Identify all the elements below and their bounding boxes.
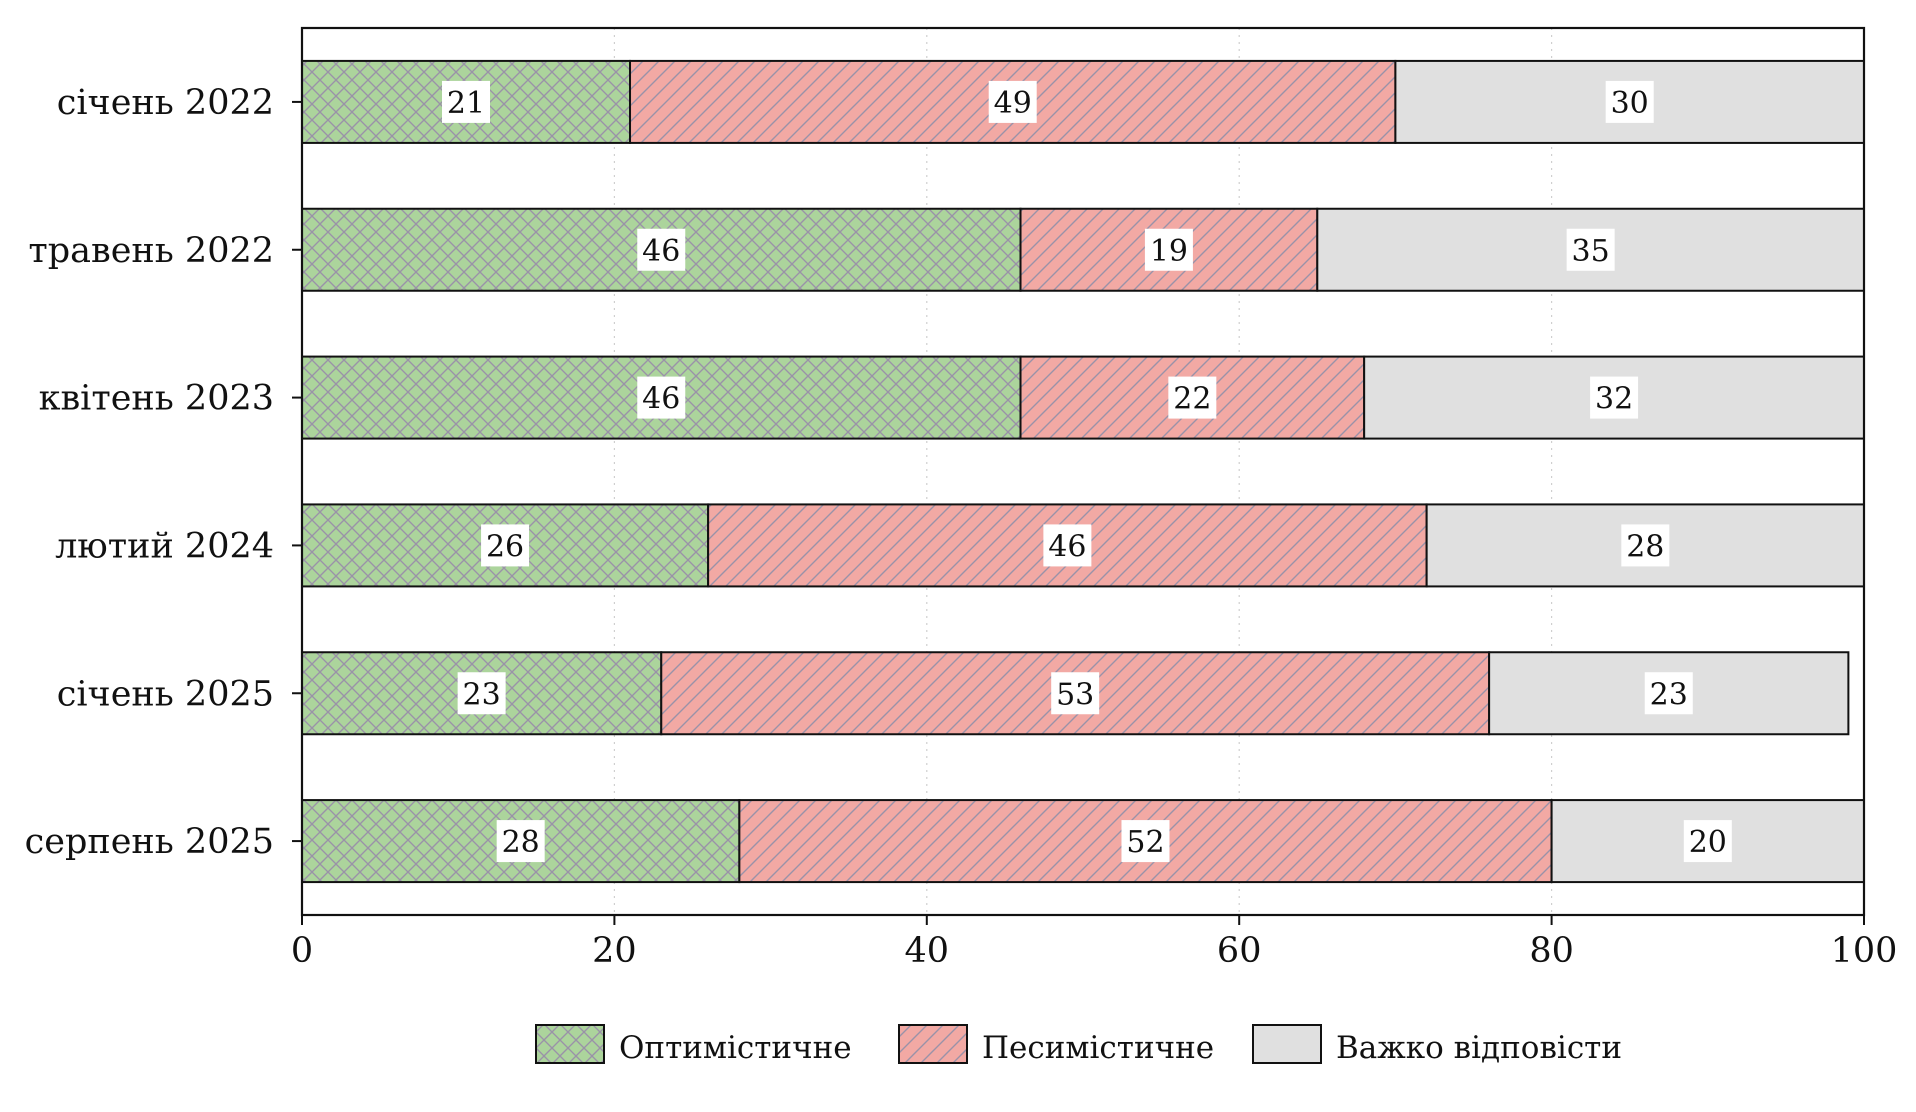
x-tick-label: 60 <box>1217 931 1262 971</box>
data-label-box <box>1644 672 1693 715</box>
grid-lines <box>613 28 1553 915</box>
y-tick-label: травень 2022 <box>28 231 274 271</box>
data-label-box <box>1144 228 1193 271</box>
data-label: 53 <box>1056 677 1094 712</box>
data-label-box <box>988 80 1037 123</box>
legend-label: Оптимістичне <box>619 1030 852 1066</box>
data-label: 21 <box>447 86 485 121</box>
data-label-box <box>1051 672 1100 715</box>
data-label: 23 <box>1650 677 1688 712</box>
data-label: 46 <box>642 382 680 417</box>
data-label-box <box>481 524 530 567</box>
data-label: 19 <box>1150 234 1188 269</box>
data-label: 30 <box>1611 86 1649 121</box>
data-label-box <box>442 80 491 123</box>
legend: Оптимістичне Песимістичне Важко відповісти <box>535 1024 1622 1066</box>
bars <box>301 59 1866 884</box>
data-label: 46 <box>1048 529 1086 564</box>
data-label: 22 <box>1173 382 1211 417</box>
y-tick-label: лютий 2024 <box>55 526 274 566</box>
data-label: 20 <box>1689 825 1727 860</box>
bar-outline <box>1488 651 1850 736</box>
legend-swatch-hatch <box>899 1025 967 1063</box>
data-label-box <box>1621 524 1670 567</box>
data-label: 28 <box>1626 529 1664 564</box>
y-tick-label: квітень 2023 <box>39 379 274 419</box>
data-label-box <box>1121 820 1170 863</box>
legend-swatch <box>1253 1025 1321 1063</box>
data-label-box <box>1566 228 1615 271</box>
data-label-box <box>637 228 686 271</box>
x-tick-label: 20 <box>592 931 637 971</box>
plot-frame <box>300 26 1866 917</box>
x-tick-label: 80 <box>1529 931 1574 971</box>
data-label-box <box>1605 80 1654 123</box>
x-tick-label: 100 <box>1831 931 1898 971</box>
data-labels: 21 49 30 46 19 35 46 22 32 26 46 28 23 53 23 28 52 20 <box>442 80 1732 863</box>
data-label: 49 <box>994 86 1032 121</box>
data-label-box <box>637 376 686 419</box>
y-tick-label: січень 2022 <box>57 83 274 123</box>
legend-swatch-outline <box>1252 1024 1322 1064</box>
data-label: 23 <box>463 677 501 712</box>
x-tick-label: 40 <box>905 931 950 971</box>
data-label-box <box>1043 524 1092 567</box>
legend-label: Важко відповісти <box>1336 1030 1622 1066</box>
data-label: 32 <box>1595 382 1633 417</box>
legend-swatch-outline <box>898 1024 968 1064</box>
y-tick-label: серпень 2025 <box>25 822 274 862</box>
data-label: 26 <box>486 529 524 564</box>
axes: січень 2022 травень 2022 квітень 2023 лютий… <box>25 26 1898 971</box>
data-label: 28 <box>502 825 540 860</box>
legend-swatch-hatch <box>536 1025 604 1063</box>
data-label-box <box>496 820 545 863</box>
data-label: 52 <box>1126 825 1164 860</box>
data-label-box <box>1168 376 1217 419</box>
legend-label: Песимістичне <box>982 1030 1214 1066</box>
data-label: 46 <box>642 234 680 269</box>
data-label: 35 <box>1572 234 1610 269</box>
data-label-box <box>457 672 506 715</box>
data-label-box <box>1590 376 1639 419</box>
legend-swatch-outline <box>535 1024 605 1064</box>
data-label-box <box>1683 820 1732 863</box>
x-tick-label: 0 <box>291 931 313 971</box>
y-tick-label: січень 2025 <box>57 674 274 714</box>
